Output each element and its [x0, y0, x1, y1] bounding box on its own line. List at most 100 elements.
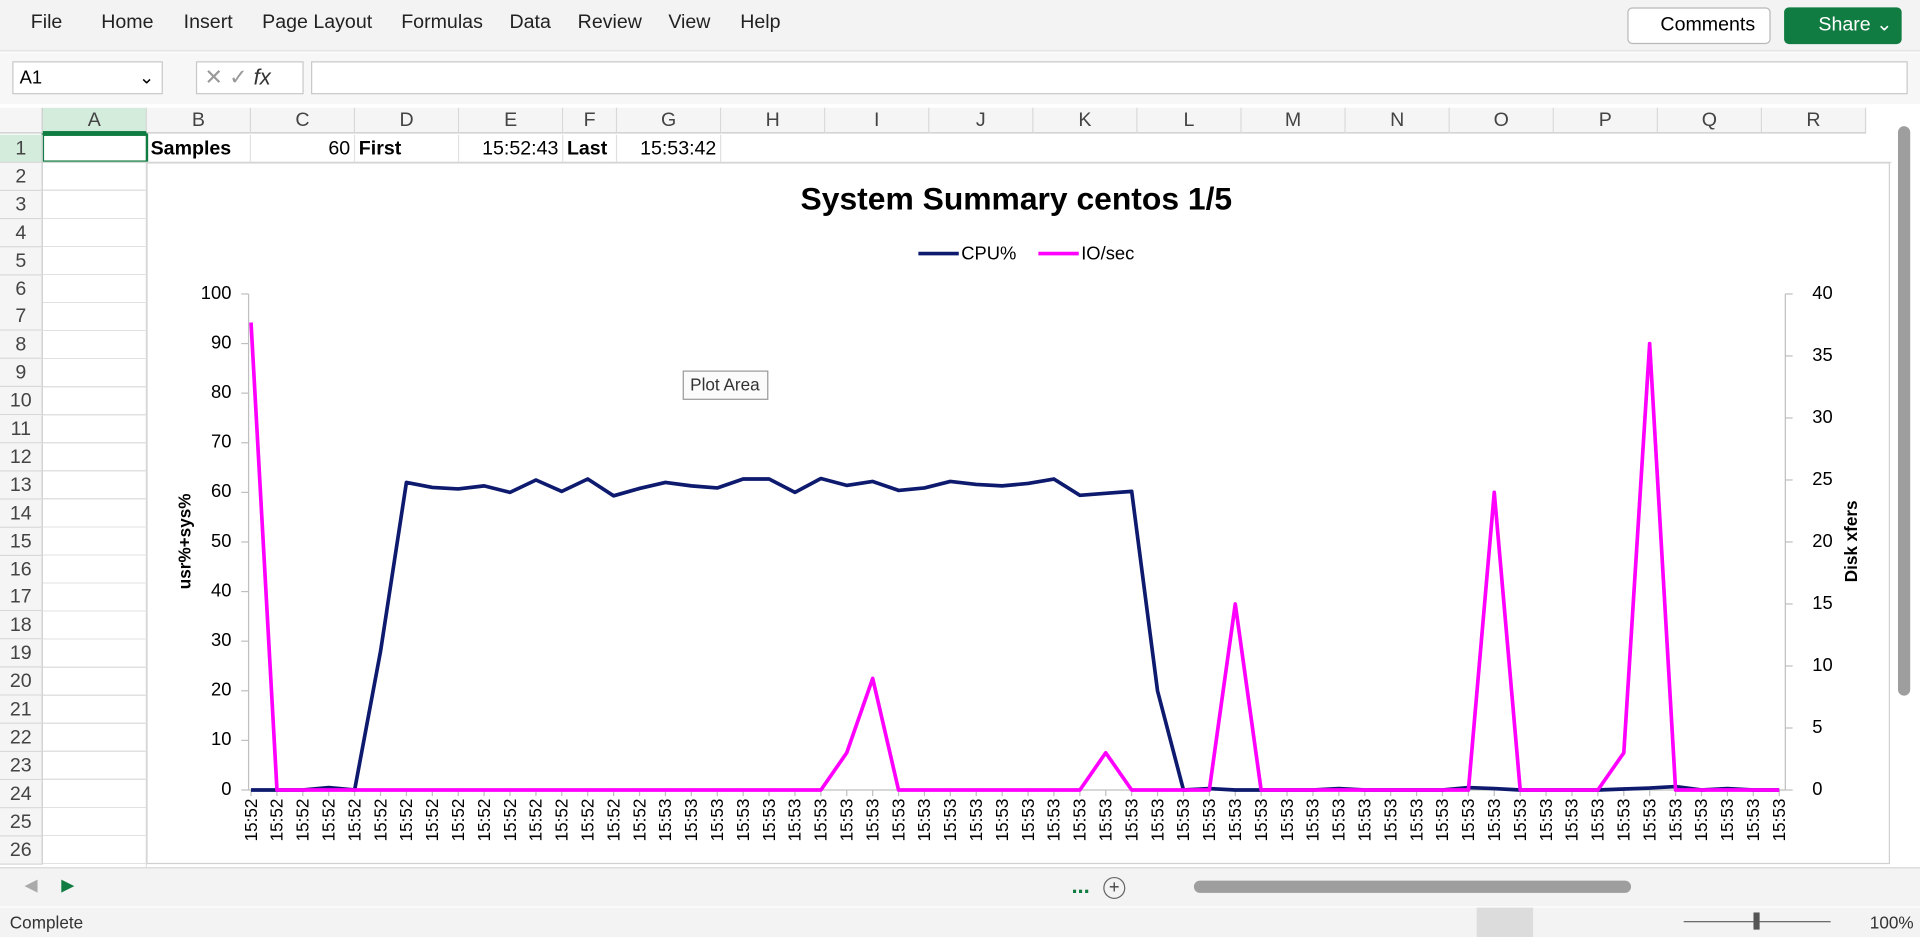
- more-sheets-text: ...: [1071, 873, 1090, 898]
- x-tick-label: 15:53: [1691, 799, 1711, 842]
- x-tick-label: 15:52: [370, 799, 390, 842]
- row-header[interactable]: 1: [0, 134, 43, 163]
- row-header[interactable]: 16: [0, 555, 43, 584]
- column-header[interactable]: O: [1449, 107, 1554, 134]
- column-header[interactable]: F: [563, 107, 618, 134]
- ribbon-bar: [0, 0, 1920, 52]
- column-header[interactable]: B: [146, 107, 252, 134]
- tab-scroll-left[interactable]: ◀: [24, 874, 38, 895]
- row-header[interactable]: 20: [0, 667, 43, 696]
- row-header[interactable]: 17: [0, 583, 43, 612]
- x-tick-label: 15:53: [914, 799, 934, 842]
- column-header[interactable]: A: [42, 107, 147, 134]
- row-header[interactable]: 25: [0, 807, 43, 837]
- x-tick-label: 15:53: [1769, 799, 1789, 842]
- active-cell[interactable]: [41, 133, 149, 163]
- name-box[interactable]: A1 ⌄: [12, 61, 163, 95]
- normal-view[interactable]: [1476, 907, 1534, 937]
- comments-button[interactable]: Comments: [1627, 7, 1771, 45]
- menu-item[interactable]: Home: [101, 12, 154, 34]
- row-header[interactable]: 12: [0, 443, 43, 472]
- column-header[interactable]: H: [721, 107, 826, 134]
- x-tick-label: 15:53: [1121, 799, 1141, 842]
- row-header[interactable]: 21: [0, 695, 43, 724]
- column-header[interactable]: J: [929, 107, 1034, 134]
- x-tick-label: 15:53: [1303, 799, 1323, 842]
- add-sheet[interactable]: +: [1103, 876, 1126, 900]
- more-sheets[interactable]: ...: [1071, 873, 1089, 899]
- row-header[interactable]: 6: [0, 274, 43, 304]
- zoom-thumb[interactable]: [1753, 912, 1760, 930]
- column-header[interactable]: M: [1241, 107, 1346, 134]
- menu-item[interactable]: Page Layout: [262, 12, 373, 34]
- column-header[interactable]: K: [1033, 107, 1138, 134]
- x-tick-label: 15:53: [733, 799, 753, 842]
- formula-buttons[interactable]: ✕ ✓ fx: [195, 61, 304, 95]
- row-header[interactable]: 2: [0, 162, 43, 191]
- x-tick-label: 15:53: [1277, 799, 1297, 842]
- select-all[interactable]: [0, 107, 43, 134]
- x-tick-label: 15:53: [1614, 799, 1634, 842]
- menu-item[interactable]: View: [668, 12, 711, 34]
- row-header[interactable]: 26: [0, 835, 43, 865]
- y-tick-label: 100: [201, 282, 232, 303]
- tab-scroll-right[interactable]: ▶: [61, 874, 75, 895]
- y2-tick-label: 5: [1812, 716, 1822, 737]
- row-header[interactable]: 7: [0, 303, 43, 332]
- x-tick-label: 15:53: [1096, 799, 1116, 842]
- zoom-level[interactable]: 100%: [1869, 912, 1914, 933]
- x-tick-label: 15:53: [992, 799, 1012, 842]
- menu-item[interactable]: Insert: [183, 12, 233, 34]
- share-button[interactable]: Share ⌄: [1784, 7, 1902, 45]
- y2-tick-label: 15: [1812, 592, 1832, 613]
- column-header[interactable]: P: [1553, 107, 1658, 134]
- menu-item[interactable]: Help: [740, 12, 781, 34]
- column-header[interactable]: L: [1137, 107, 1242, 134]
- vertical-scrollbar[interactable]: [1897, 126, 1911, 696]
- row-header[interactable]: 13: [0, 471, 43, 500]
- x-tick-label: 15:52: [241, 799, 261, 842]
- y-tick-label: 70: [211, 431, 231, 452]
- column-header[interactable]: C: [251, 107, 356, 134]
- legend-label: CPU%: [961, 243, 1016, 264]
- y-tick-label: 40: [211, 579, 231, 600]
- row-header[interactable]: 19: [0, 639, 43, 668]
- horizontal-scrollbar[interactable]: [1193, 880, 1632, 893]
- chart-area[interactable]: [146, 162, 1891, 865]
- row-header[interactable]: 10: [0, 387, 43, 416]
- column-header[interactable]: N: [1345, 107, 1450, 134]
- menu-item[interactable]: Data: [509, 12, 551, 34]
- row-header[interactable]: 22: [0, 723, 43, 752]
- menu-item[interactable]: Review: [577, 12, 642, 34]
- row-header[interactable]: 8: [0, 331, 43, 360]
- x-tick-label: 15:53: [1406, 799, 1426, 842]
- row-header[interactable]: 24: [0, 779, 43, 808]
- column-header[interactable]: Q: [1657, 107, 1763, 134]
- column-header[interactable]: I: [825, 107, 930, 134]
- row-header[interactable]: 3: [0, 190, 43, 219]
- chart-title: System Summary centos 1/5: [801, 180, 1233, 216]
- row-header[interactable]: 18: [0, 611, 43, 640]
- x-tick-label: 15:53: [1355, 799, 1375, 842]
- x-tick-label: 15:53: [1199, 799, 1219, 842]
- x-tick-label: 15:52: [344, 799, 364, 842]
- menu-item[interactable]: Formulas: [401, 12, 483, 34]
- column-header[interactable]: G: [617, 107, 722, 134]
- formula-input[interactable]: [311, 61, 1908, 95]
- column-header[interactable]: E: [459, 107, 564, 134]
- row-header[interactable]: 4: [0, 218, 43, 248]
- row-header[interactable]: 11: [0, 415, 43, 444]
- row-header[interactable]: 15: [0, 527, 43, 556]
- row-header[interactable]: 5: [0, 246, 43, 276]
- column-header[interactable]: R: [1762, 107, 1867, 134]
- row-header[interactable]: 23: [0, 751, 43, 780]
- x-tick-label: 15:53: [1536, 799, 1556, 842]
- menu-item[interactable]: File: [30, 12, 63, 34]
- x-tick-label: 15:52: [526, 799, 546, 842]
- tooltip-box: [682, 370, 769, 400]
- y2-tick-label: 0: [1812, 778, 1822, 799]
- row-header[interactable]: 9: [0, 359, 43, 388]
- column-header[interactable]: D: [355, 107, 460, 134]
- row-header[interactable]: 14: [0, 499, 43, 528]
